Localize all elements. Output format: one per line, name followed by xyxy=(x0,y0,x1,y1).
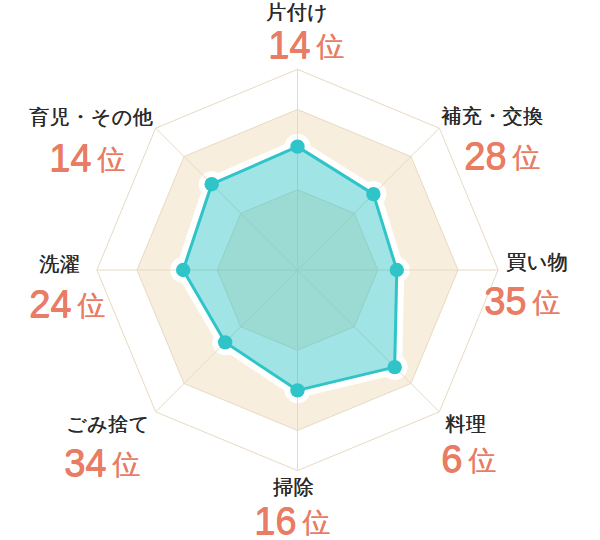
category-name: 買い物 xyxy=(506,252,568,272)
rank-number: 16 xyxy=(254,502,296,540)
rank-gomisute: 34位 xyxy=(64,444,140,482)
category-label-kaimono: 買い物 xyxy=(506,252,568,272)
category-name: 補充・交換 xyxy=(441,106,544,126)
rank-unit: 位 xyxy=(468,447,496,475)
series-point xyxy=(218,335,232,349)
radar-chart-page: 片付け 14位 補充・交換 28位 買い物 35位 料理 6位 掃除 16位 ご… xyxy=(0,0,600,540)
rank-hojuu: 28位 xyxy=(464,137,540,175)
rank-unit: 位 xyxy=(77,292,105,320)
category-name: 掃除 xyxy=(273,477,314,497)
rank-number: 14 xyxy=(49,139,91,177)
rank-number: 24 xyxy=(29,285,71,323)
rank-number: 28 xyxy=(464,137,506,175)
category-name: 料理 xyxy=(445,414,486,434)
rank-number: 35 xyxy=(484,282,526,320)
category-name: 育児・その他 xyxy=(29,107,153,127)
rank-souji: 16位 xyxy=(254,502,330,540)
rank-unit: 位 xyxy=(532,289,560,317)
rank-number: 34 xyxy=(64,444,106,482)
category-label-ryouri: 料理 xyxy=(445,414,486,434)
rank-number: 6 xyxy=(441,440,462,478)
rank-kaimono: 35位 xyxy=(484,282,560,320)
rank-sentaku: 24位 xyxy=(29,285,105,323)
rank-katazuke: 14位 xyxy=(268,26,344,64)
rank-unit: 位 xyxy=(112,451,140,479)
rank-unit: 位 xyxy=(302,509,330,537)
series-point xyxy=(387,360,401,374)
series-point xyxy=(290,383,304,397)
series-point xyxy=(176,263,190,277)
category-name: ごみ捨て xyxy=(66,414,149,434)
rank-unit: 位 xyxy=(512,144,540,172)
rank-ikuji: 14位 xyxy=(49,139,125,177)
series-point xyxy=(390,263,404,277)
rank-ryouri: 6位 xyxy=(441,440,496,478)
series-point xyxy=(290,139,304,153)
category-label-souji: 掃除 xyxy=(273,477,314,497)
category-label-ikuji: 育児・その他 xyxy=(29,107,153,127)
rank-unit: 位 xyxy=(97,146,125,174)
category-name: 洗濯 xyxy=(39,254,80,274)
category-label-hojuu: 補充・交換 xyxy=(441,106,544,126)
series-point xyxy=(204,177,218,191)
category-label-gomisute: ごみ捨て xyxy=(66,414,149,434)
series-point xyxy=(366,187,380,201)
category-label-sentaku: 洗濯 xyxy=(39,254,80,274)
category-label-katazuke: 片付け xyxy=(266,2,328,22)
category-name: 片付け xyxy=(266,2,328,22)
rank-number: 14 xyxy=(268,26,310,64)
rank-unit: 位 xyxy=(316,33,344,61)
